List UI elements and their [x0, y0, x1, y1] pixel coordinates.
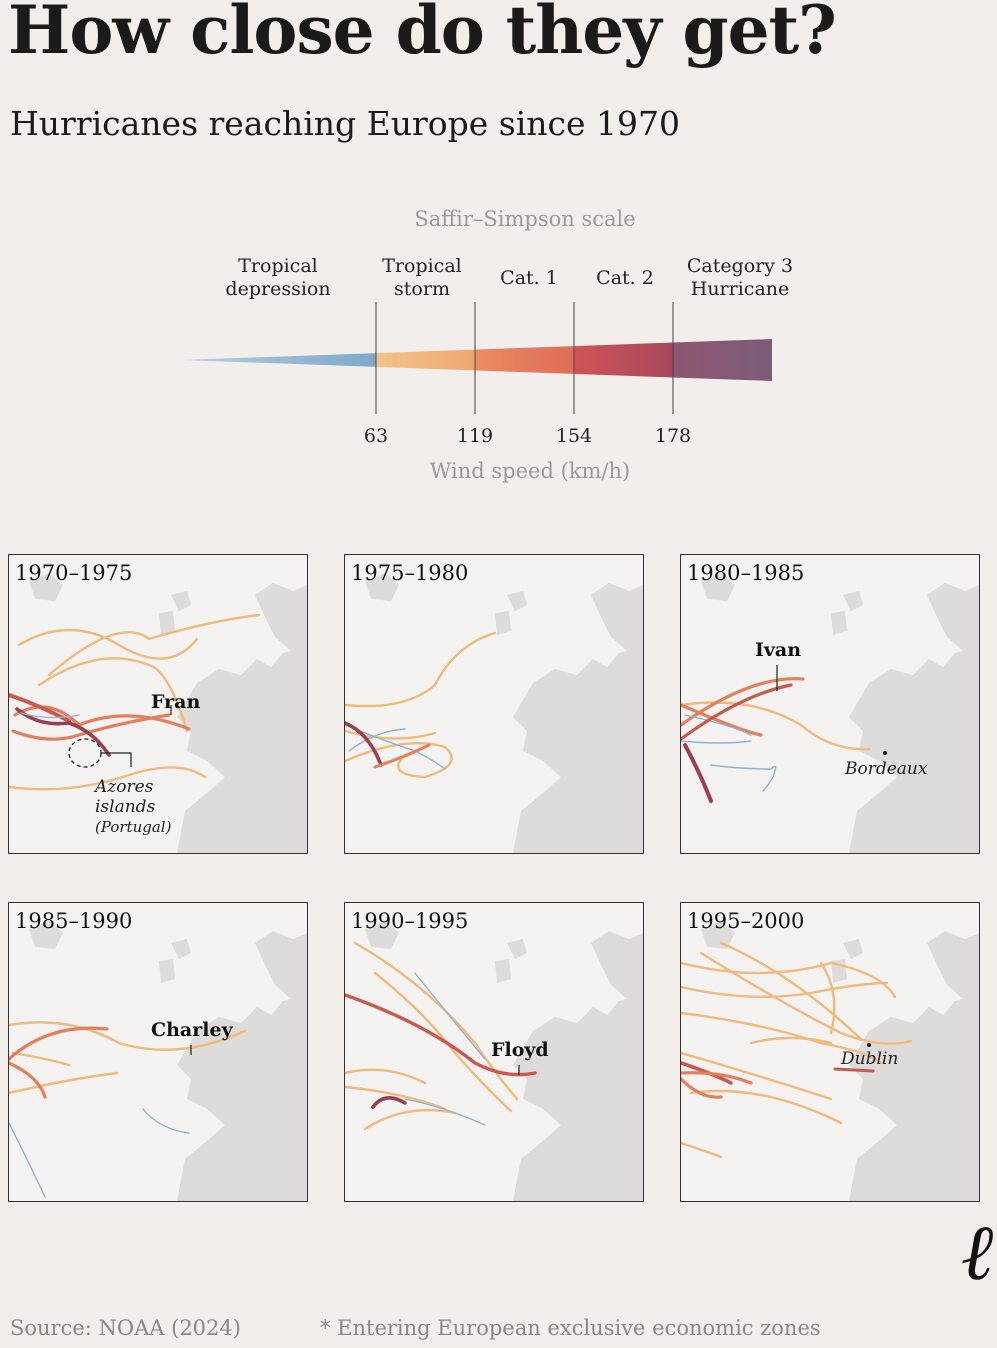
source-note: Source: NOAA (2024) [10, 1316, 241, 1340]
category-line: storm [394, 278, 450, 300]
map-panel-1985-1990: 1985–1990 Charley [8, 902, 308, 1202]
footnote: * Entering European exclusive economic z… [320, 1316, 821, 1340]
page-subtitle: Hurricanes reaching Europe since 1970 [10, 104, 680, 143]
category-label-storm: Tropical storm [362, 255, 482, 301]
storm-label-charley: Charley [151, 1019, 233, 1041]
europe-map [9, 573, 307, 853]
europe-map [681, 573, 979, 853]
map-panel-1990-1995: 1990–1995 Floyd [344, 902, 644, 1202]
scale-title: Saffir–Simpson scale [414, 207, 636, 231]
europe-map [681, 921, 979, 1201]
segment-depression [182, 353, 376, 367]
land [29, 573, 307, 853]
storm-label-ivan: Ivan [755, 639, 802, 661]
category-label-cat2: Cat. 2 [596, 267, 654, 289]
wind-scale-wedge [182, 302, 772, 414]
europe-map [9, 921, 307, 1201]
category-label-cat1: Cat. 1 [500, 267, 558, 289]
publisher-logo: ℓ [962, 1207, 996, 1298]
storm-label-floyd: Floyd [491, 1039, 549, 1061]
storm-label-fran: Fran [151, 691, 201, 713]
place-label-dublin: Dublin [841, 1049, 899, 1069]
map-panel-1995-2000: 1995–2000 Dublin [680, 902, 980, 1202]
map-panel-1975-1980: 1975–1980 [344, 554, 644, 854]
segment-cat1 [475, 346, 574, 374]
category-line: Tropical [238, 255, 318, 277]
europe-map [345, 573, 643, 853]
segment-storm [376, 349, 475, 371]
map-panel-1980-1985: 1980–1985 Ivan Bordeaux [680, 554, 980, 854]
place-label-bordeaux: Bordeaux [845, 759, 928, 779]
place-line: islands [95, 797, 156, 817]
segment-cat2 [574, 342, 673, 378]
category-line: Tropical [382, 255, 462, 277]
europe-map [345, 921, 643, 1201]
period-label: 1985–1990 [15, 909, 133, 933]
category-line: Hurricane [690, 278, 790, 300]
category-line: Category 3 [686, 255, 794, 277]
map-panel-1970-1975: 1970–1975 Fran Azores islands (Portugal) [8, 554, 308, 854]
category-line: depression [225, 278, 331, 300]
period-label: 1995–2000 [687, 909, 805, 933]
tick-label-178: 178 [654, 425, 692, 447]
place-line: (Portugal) [95, 818, 172, 836]
period-label: 1975–1980 [351, 561, 469, 585]
place-line: Azores [95, 777, 154, 797]
period-label: 1980–1985 [687, 561, 805, 585]
period-label: 1970–1975 [15, 561, 133, 585]
page-title: How close do they get? [8, 0, 837, 69]
wind-speed-axis-label: Wind speed (km/h) [429, 459, 631, 483]
place-label-azores: Azores islands (Portugal) [95, 777, 171, 837]
category-label-cat3: Category 3 Hurricane [672, 255, 808, 301]
tick-label-63: 63 [363, 425, 389, 447]
tick-label-154: 154 [555, 425, 593, 447]
tick-label-119: 119 [456, 425, 494, 447]
segment-cat3 [673, 339, 772, 381]
period-label: 1990–1995 [351, 909, 469, 933]
category-label-depression: Tropical depression [208, 255, 348, 301]
